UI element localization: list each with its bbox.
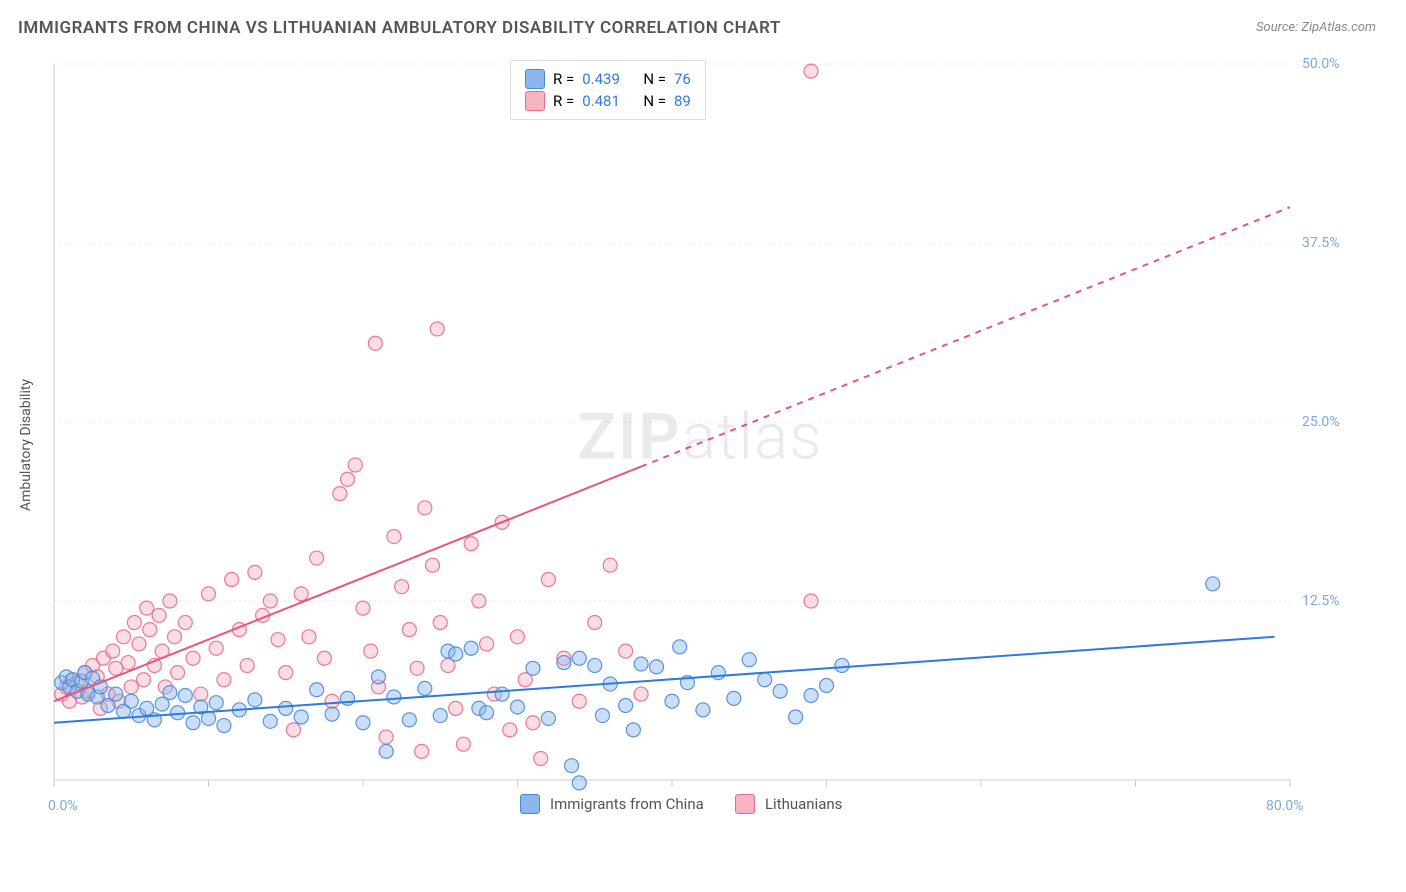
y-axis-label: Ambulatory Disability [18,379,34,511]
y-tick-label: 25.0% [1302,414,1340,430]
chart-title: IMMIGRANTS FROM CHINA VS LITHUANIAN AMBU… [18,18,781,38]
y-tick-label: 37.5% [1302,235,1340,251]
x-max-label: 80.0% [1266,798,1304,814]
chart-area: Ambulatory Disability ZIPatlas 12.5%25.0… [50,60,1350,830]
source-attribution: Source: ZipAtlas.com [1256,20,1376,35]
y-tick-label: 50.0% [1302,56,1340,72]
x-min-label: 0.0% [48,798,78,814]
legend-stats: R =0.439 N =76 R =0.481 N =89 [510,60,706,120]
y-tick-label: 12.5% [1302,593,1340,609]
legend-series: Immigrants from China Lithuanians [520,794,842,814]
scatter-plot [50,60,1350,830]
